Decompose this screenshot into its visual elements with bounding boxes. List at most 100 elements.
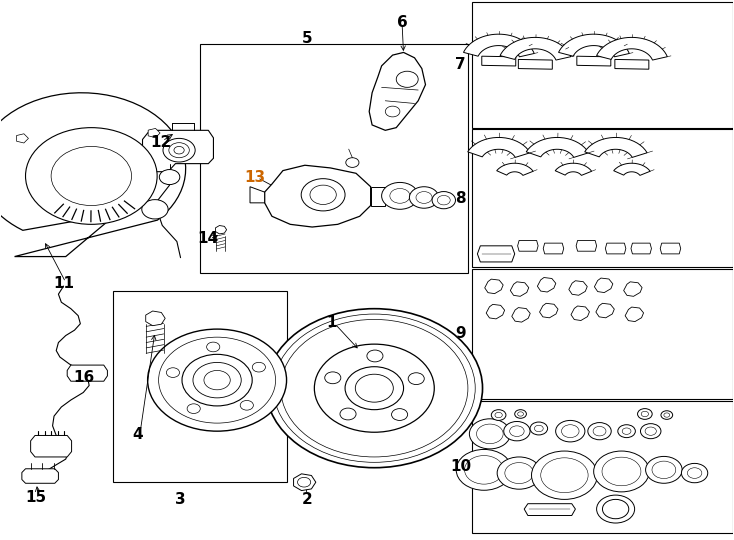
Circle shape [252,362,266,372]
Circle shape [345,367,404,410]
Text: 11: 11 [53,276,74,291]
Circle shape [457,449,512,490]
Circle shape [391,409,407,421]
Polygon shape [484,279,503,294]
Polygon shape [625,307,644,322]
Circle shape [266,309,482,468]
Circle shape [142,200,168,219]
Polygon shape [585,138,647,157]
Bar [112,292,286,482]
Circle shape [182,354,252,406]
Circle shape [159,170,180,185]
Polygon shape [265,165,371,227]
Polygon shape [577,56,611,66]
Circle shape [340,408,356,420]
Circle shape [531,451,597,500]
Polygon shape [606,243,626,254]
Text: 16: 16 [73,370,95,385]
Circle shape [410,187,439,208]
Circle shape [597,495,635,523]
Polygon shape [22,469,59,483]
Polygon shape [148,129,160,138]
Circle shape [193,362,241,398]
Polygon shape [477,246,515,262]
Circle shape [491,410,506,421]
Polygon shape [615,59,649,69]
Bar [471,269,733,399]
Polygon shape [486,305,504,319]
Polygon shape [482,56,516,66]
Circle shape [26,127,157,224]
Circle shape [314,344,435,432]
Circle shape [618,425,636,437]
Polygon shape [576,240,597,251]
Polygon shape [468,138,530,157]
Polygon shape [517,240,538,251]
Circle shape [681,463,708,483]
Text: 1: 1 [327,315,337,329]
Polygon shape [595,278,613,293]
Polygon shape [250,187,265,203]
Text: 5: 5 [302,31,313,46]
Circle shape [297,477,310,487]
Text: 15: 15 [25,490,46,505]
Text: 10: 10 [450,459,471,474]
Polygon shape [294,474,316,490]
Polygon shape [369,52,426,130]
Circle shape [638,409,653,420]
Circle shape [661,411,672,420]
Polygon shape [146,311,165,326]
Circle shape [204,370,230,390]
Polygon shape [614,163,650,176]
Polygon shape [597,37,667,60]
Text: 13: 13 [244,170,265,185]
Text: 12: 12 [150,134,172,150]
Circle shape [408,373,424,384]
Polygon shape [510,282,528,296]
Text: 7: 7 [455,57,466,72]
Polygon shape [660,243,680,254]
Polygon shape [500,37,571,60]
Bar [471,3,733,127]
Text: 3: 3 [175,492,186,508]
Polygon shape [555,163,592,176]
Circle shape [515,410,526,418]
Polygon shape [524,504,575,516]
Circle shape [207,342,219,352]
Polygon shape [624,282,642,296]
Polygon shape [543,243,564,254]
Text: 8: 8 [455,191,466,206]
Polygon shape [518,59,552,69]
Circle shape [594,451,650,492]
Circle shape [641,424,661,438]
Circle shape [382,183,418,210]
Circle shape [174,146,184,154]
Circle shape [469,419,510,449]
Circle shape [588,423,611,440]
Polygon shape [537,278,556,292]
Circle shape [530,422,548,435]
Circle shape [504,422,530,441]
Circle shape [396,71,418,87]
Text: 4: 4 [132,428,142,442]
Polygon shape [371,187,385,206]
Polygon shape [631,243,652,254]
Text: 9: 9 [455,326,466,341]
Polygon shape [0,93,186,256]
Polygon shape [17,134,29,143]
Polygon shape [216,226,227,234]
Circle shape [301,179,345,211]
Polygon shape [463,34,534,57]
Polygon shape [559,34,629,57]
Text: 6: 6 [396,15,407,30]
Polygon shape [569,281,587,295]
Circle shape [187,404,200,414]
Circle shape [432,192,456,209]
Circle shape [603,500,629,519]
Circle shape [646,456,682,483]
Circle shape [148,329,286,431]
Circle shape [163,138,195,162]
Polygon shape [539,303,558,318]
Circle shape [367,350,383,362]
Circle shape [355,374,393,402]
